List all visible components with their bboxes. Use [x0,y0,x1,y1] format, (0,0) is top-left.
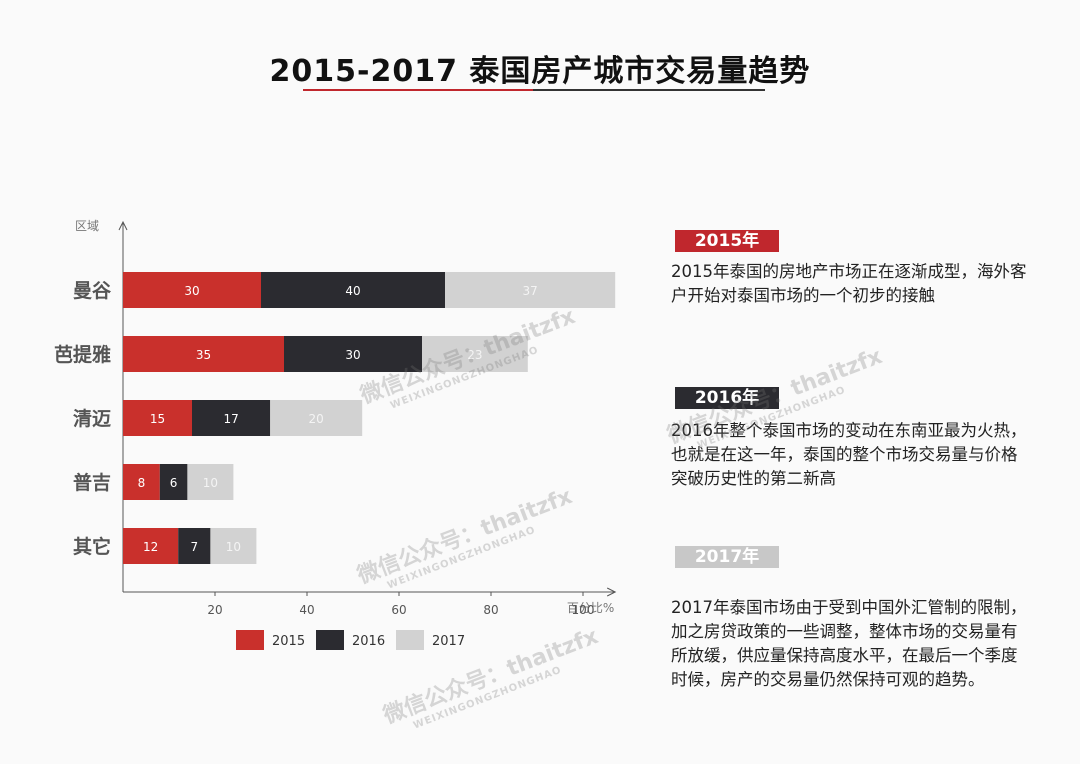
data-label: 15 [150,412,165,426]
bar-segment [210,528,257,564]
category-label: 其它 [73,535,111,558]
data-label: 30 [184,284,199,298]
category-label: 清迈 [73,407,111,430]
legend-label: 2015 [272,634,305,649]
data-label: 8 [138,476,146,490]
title-underline-accent [303,89,533,91]
category-label: 普吉 [73,471,111,494]
bar-segment [187,464,234,500]
category-label: 曼谷 [73,280,112,302]
bar-segment [284,336,422,372]
data-label: 37 [522,284,537,298]
bar-segment [445,272,616,308]
x-tick-label: 80 [483,603,498,617]
data-label: 17 [223,412,238,426]
bar-segment [159,464,188,500]
data-label: 7 [190,540,198,554]
x-tick-label: 20 [207,603,222,617]
note-badge-2017: 2017年 [675,546,779,568]
data-label: 40 [345,284,360,298]
bar-segment [422,336,528,372]
data-label: 12 [143,540,158,554]
data-label: 10 [226,540,241,554]
data-label: 23 [467,348,482,362]
legend-label: 2016 [352,634,385,649]
legend-label: 2017 [432,634,465,649]
category-label: 芭提雅 [54,343,111,366]
bar-segment [123,528,179,564]
title-underline [303,89,765,91]
bar-segment [261,272,445,308]
x-tick-label: 100 [572,603,595,617]
bar-segment [178,528,211,564]
bar-segment [270,400,363,436]
bar-segment [123,400,192,436]
note-badge-2016: 2016年 [675,387,779,409]
y-axis-arrow [118,220,128,231]
page-title: 2015-2017 泰国房产城市交易量趋势 [269,54,811,89]
chart-legend: 2015 2016 2017 [236,630,465,650]
legend-swatch [236,630,264,650]
x-axis-label: 百分比% [567,601,614,615]
y-axis-label: 区域 [75,219,99,233]
data-label: 30 [345,348,360,362]
note-text-2017: 2017年泰国市场由于受到中国外汇管制的限制，加之房贷政策的一些调整，整体市场的… [671,598,1027,689]
bar-segment [123,464,160,500]
data-label: 20 [309,412,324,426]
x-tick-label: 40 [299,603,314,617]
legend-swatch [316,630,344,650]
data-label: 6 [170,476,178,490]
bar-segment [123,336,284,372]
data-label: 10 [203,476,218,490]
x-axis-arrow [606,587,617,597]
note-text-2015: 2015年泰国的房地产市场正在逐渐成型，海外客户开始对泰国市场的一个初步的接触 [671,262,1027,305]
data-label: 35 [196,348,211,362]
x-tick-label: 60 [391,603,406,617]
bar-segment [123,272,261,308]
note-text-2016: 2016年整个泰国市场的变动在东南亚最为火热，也就是在这一年，泰国的整个市场交易… [671,421,1027,488]
note-badge-2015: 2015年 [675,230,779,252]
legend-swatch [396,630,424,650]
bar-segment [192,400,271,436]
chart-bars: 曼谷 30 40 37 芭提雅 35 30 23 清迈 15 17 20 普吉 8 6 10 其它 12 7 10 [54,272,616,564]
